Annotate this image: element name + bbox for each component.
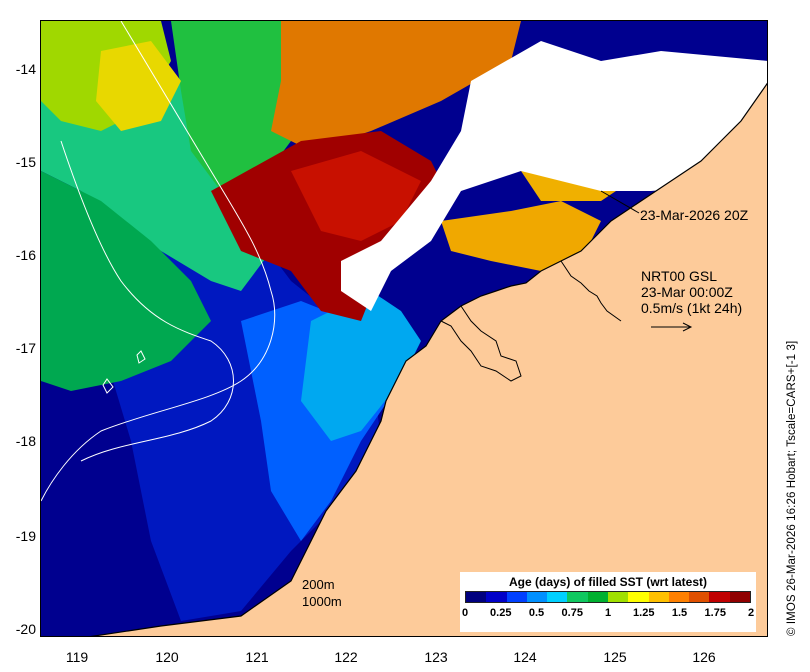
- no-data-region: [341, 41, 767, 311]
- sst-map[interactable]: [41, 21, 768, 637]
- coastline-jagged: [440, 305, 522, 382]
- current-info-line2: 23-Mar 00:00Z: [641, 284, 733, 300]
- x-tick-label: 119: [65, 649, 89, 665]
- legend-title: Age (days) of filled SST (wrt latest): [508, 575, 708, 589]
- y-tick-label: -18: [15, 433, 36, 449]
- legend-color-segment: [668, 592, 690, 602]
- legend-color-segment: [526, 592, 548, 602]
- legend-color-segment: [689, 592, 710, 602]
- y-tick-label: -17: [15, 340, 36, 356]
- contour-1000m: [41, 21, 276, 502]
- legend-tick-label: 1: [604, 607, 612, 619]
- legend-color-segment: [466, 592, 487, 602]
- y-tick-label: -20: [15, 621, 36, 637]
- x-tick-label: 126: [692, 649, 716, 665]
- x-tick-label: 125: [603, 649, 627, 665]
- legend-color-segment: [607, 592, 629, 602]
- age-zone-green: [41, 171, 211, 391]
- legend-color-segment: [628, 592, 649, 602]
- legend-color-segment: [648, 592, 669, 602]
- legend: Age (days) of filled SST (wrt latest) 0 0…: [460, 572, 756, 632]
- x-tick-label: 123: [424, 649, 448, 665]
- legend-tick-label: 1.25: [633, 607, 655, 619]
- x-tick-label: 124: [513, 649, 537, 665]
- legend-tick-label: 0.25: [490, 607, 512, 619]
- current-info-line3: 0.5m/s (1kt 24h): [641, 300, 743, 316]
- current-scale-arrowhead: [682, 322, 693, 332]
- age-zone-darkred: [291, 151, 421, 241]
- legend-color-segment: [547, 592, 568, 602]
- legend-tick-label: 1.5: [671, 607, 688, 619]
- map-frame: [40, 20, 768, 637]
- legend-color-segment: [506, 592, 527, 602]
- x-tick-label: 120: [155, 649, 179, 665]
- current-info-line1: NRT00 GSL: [641, 268, 717, 284]
- annotation-pointer: [600, 190, 640, 214]
- contour-islet-a: [136, 350, 146, 364]
- x-tick-label: 121: [245, 649, 269, 665]
- y-tick-label: -19: [15, 528, 36, 544]
- age-zone-green-top: [171, 21, 311, 191]
- legend-tick-label: 0.5: [528, 607, 545, 619]
- y-tick-label: -14: [15, 61, 36, 77]
- legend-tick-label: 0.75: [561, 607, 583, 619]
- legend-color-segment: [729, 592, 750, 602]
- y-tick-label: -15: [15, 154, 36, 170]
- legend-tick-label: 2: [747, 607, 755, 619]
- contour-200m: [60, 140, 234, 462]
- credit-text: © IMOS 26-Mar-2026 16:26 Hobart; Tscale=…: [786, 340, 798, 636]
- contour-label-1000m: 1000m: [302, 594, 342, 609]
- age-zone-yellow: [96, 41, 181, 131]
- legend-tick-label: 1.75: [704, 607, 726, 619]
- legend-tick-label: 0: [461, 607, 469, 619]
- coastline-islands: [560, 260, 622, 322]
- annotation-date: 23-Mar-2026 20Z: [640, 207, 749, 223]
- current-info-block: NRT00 GSL 23-Mar 00:00Z 0.5m/s (1kt 24h): [641, 268, 742, 316]
- legend-color-segment: [486, 592, 507, 602]
- contour-islet-b: [102, 378, 114, 394]
- legend-color-segment: [567, 592, 588, 602]
- contour-label-200m: 200m: [302, 577, 335, 592]
- x-tick-label: 122: [334, 649, 358, 665]
- legend-color-segment: [587, 592, 608, 602]
- legend-color-segment: [709, 592, 730, 602]
- legend-colorbar: [465, 591, 751, 603]
- land-mass: [90, 82, 767, 636]
- y-tick-label: -16: [15, 247, 36, 263]
- age-zone-cyan: [301, 291, 421, 441]
- age-zone-orange: [271, 21, 521, 151]
- age-zone-amber-east: [441, 201, 601, 271]
